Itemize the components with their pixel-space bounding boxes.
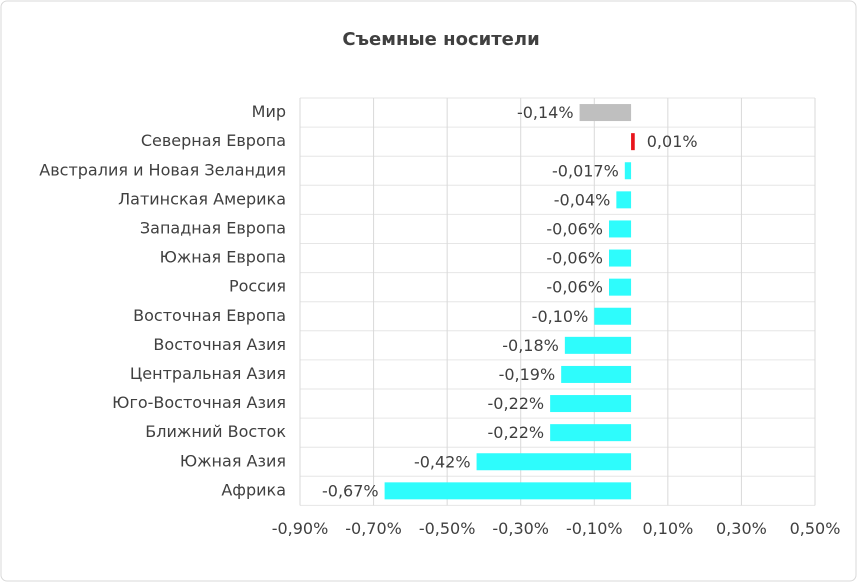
x-tick-label: -0,10% — [566, 519, 623, 538]
chart-title: Съемные носители — [342, 29, 539, 50]
value-label: -0,14% — [517, 103, 574, 122]
value-label: 0,01% — [647, 132, 698, 151]
value-label: -0,10% — [532, 307, 589, 326]
y-tick-label: Центральная Азия — [130, 364, 286, 383]
bar — [550, 395, 632, 413]
y-tick-label: Юго-Восточная Азия — [112, 393, 286, 412]
value-label: -0,42% — [414, 452, 471, 471]
bar — [564, 336, 632, 354]
y-tick-label: Мир — [252, 102, 286, 121]
y-tick-label: Ближний Восток — [145, 422, 286, 441]
x-tick-label: 0,50% — [790, 519, 841, 538]
value-label: -0,017% — [552, 161, 619, 180]
bar — [384, 482, 632, 500]
value-label: -0,19% — [499, 365, 556, 384]
value-label: -0,06% — [546, 249, 603, 268]
y-tick-label: Южная Азия — [180, 451, 286, 470]
bar — [631, 133, 635, 151]
y-tick-label: Латинская Америка — [118, 189, 286, 208]
value-label: -0,06% — [546, 219, 603, 238]
bar — [561, 365, 632, 383]
y-tick-label: Африка — [221, 480, 286, 499]
bar — [476, 453, 632, 471]
value-label: -0,06% — [546, 278, 603, 297]
bar — [550, 424, 632, 442]
y-tick-label: Австралия и Новая Зеландия — [39, 160, 286, 179]
value-label: -0,22% — [488, 423, 545, 442]
y-tick-label: Южная Европа — [160, 248, 286, 267]
value-label: -0,22% — [488, 394, 545, 413]
y-tick-label: Восточная Азия — [153, 335, 286, 354]
value-label: -0,04% — [554, 190, 611, 209]
x-tick-label: -0,30% — [492, 519, 549, 538]
y-tick-label: Россия — [229, 277, 286, 296]
y-tick-label: Западная Европа — [140, 218, 286, 237]
bar — [609, 278, 632, 296]
y-tick-label: Северная Европа — [141, 131, 286, 150]
bar — [616, 191, 632, 209]
value-label: -0,18% — [502, 336, 559, 355]
x-tick-label: 0,30% — [716, 519, 767, 538]
bar — [609, 220, 632, 238]
x-tick-label: -0,70% — [345, 519, 402, 538]
bar — [594, 307, 632, 325]
value-label: -0,67% — [322, 481, 379, 500]
x-tick-label: -0,90% — [272, 519, 329, 538]
y-tick-label: Восточная Европа — [133, 306, 286, 325]
bar — [609, 249, 632, 267]
x-tick-label: -0,50% — [419, 519, 476, 538]
x-tick-label: 0,10% — [642, 519, 693, 538]
bar — [579, 104, 632, 122]
bar — [624, 162, 632, 180]
